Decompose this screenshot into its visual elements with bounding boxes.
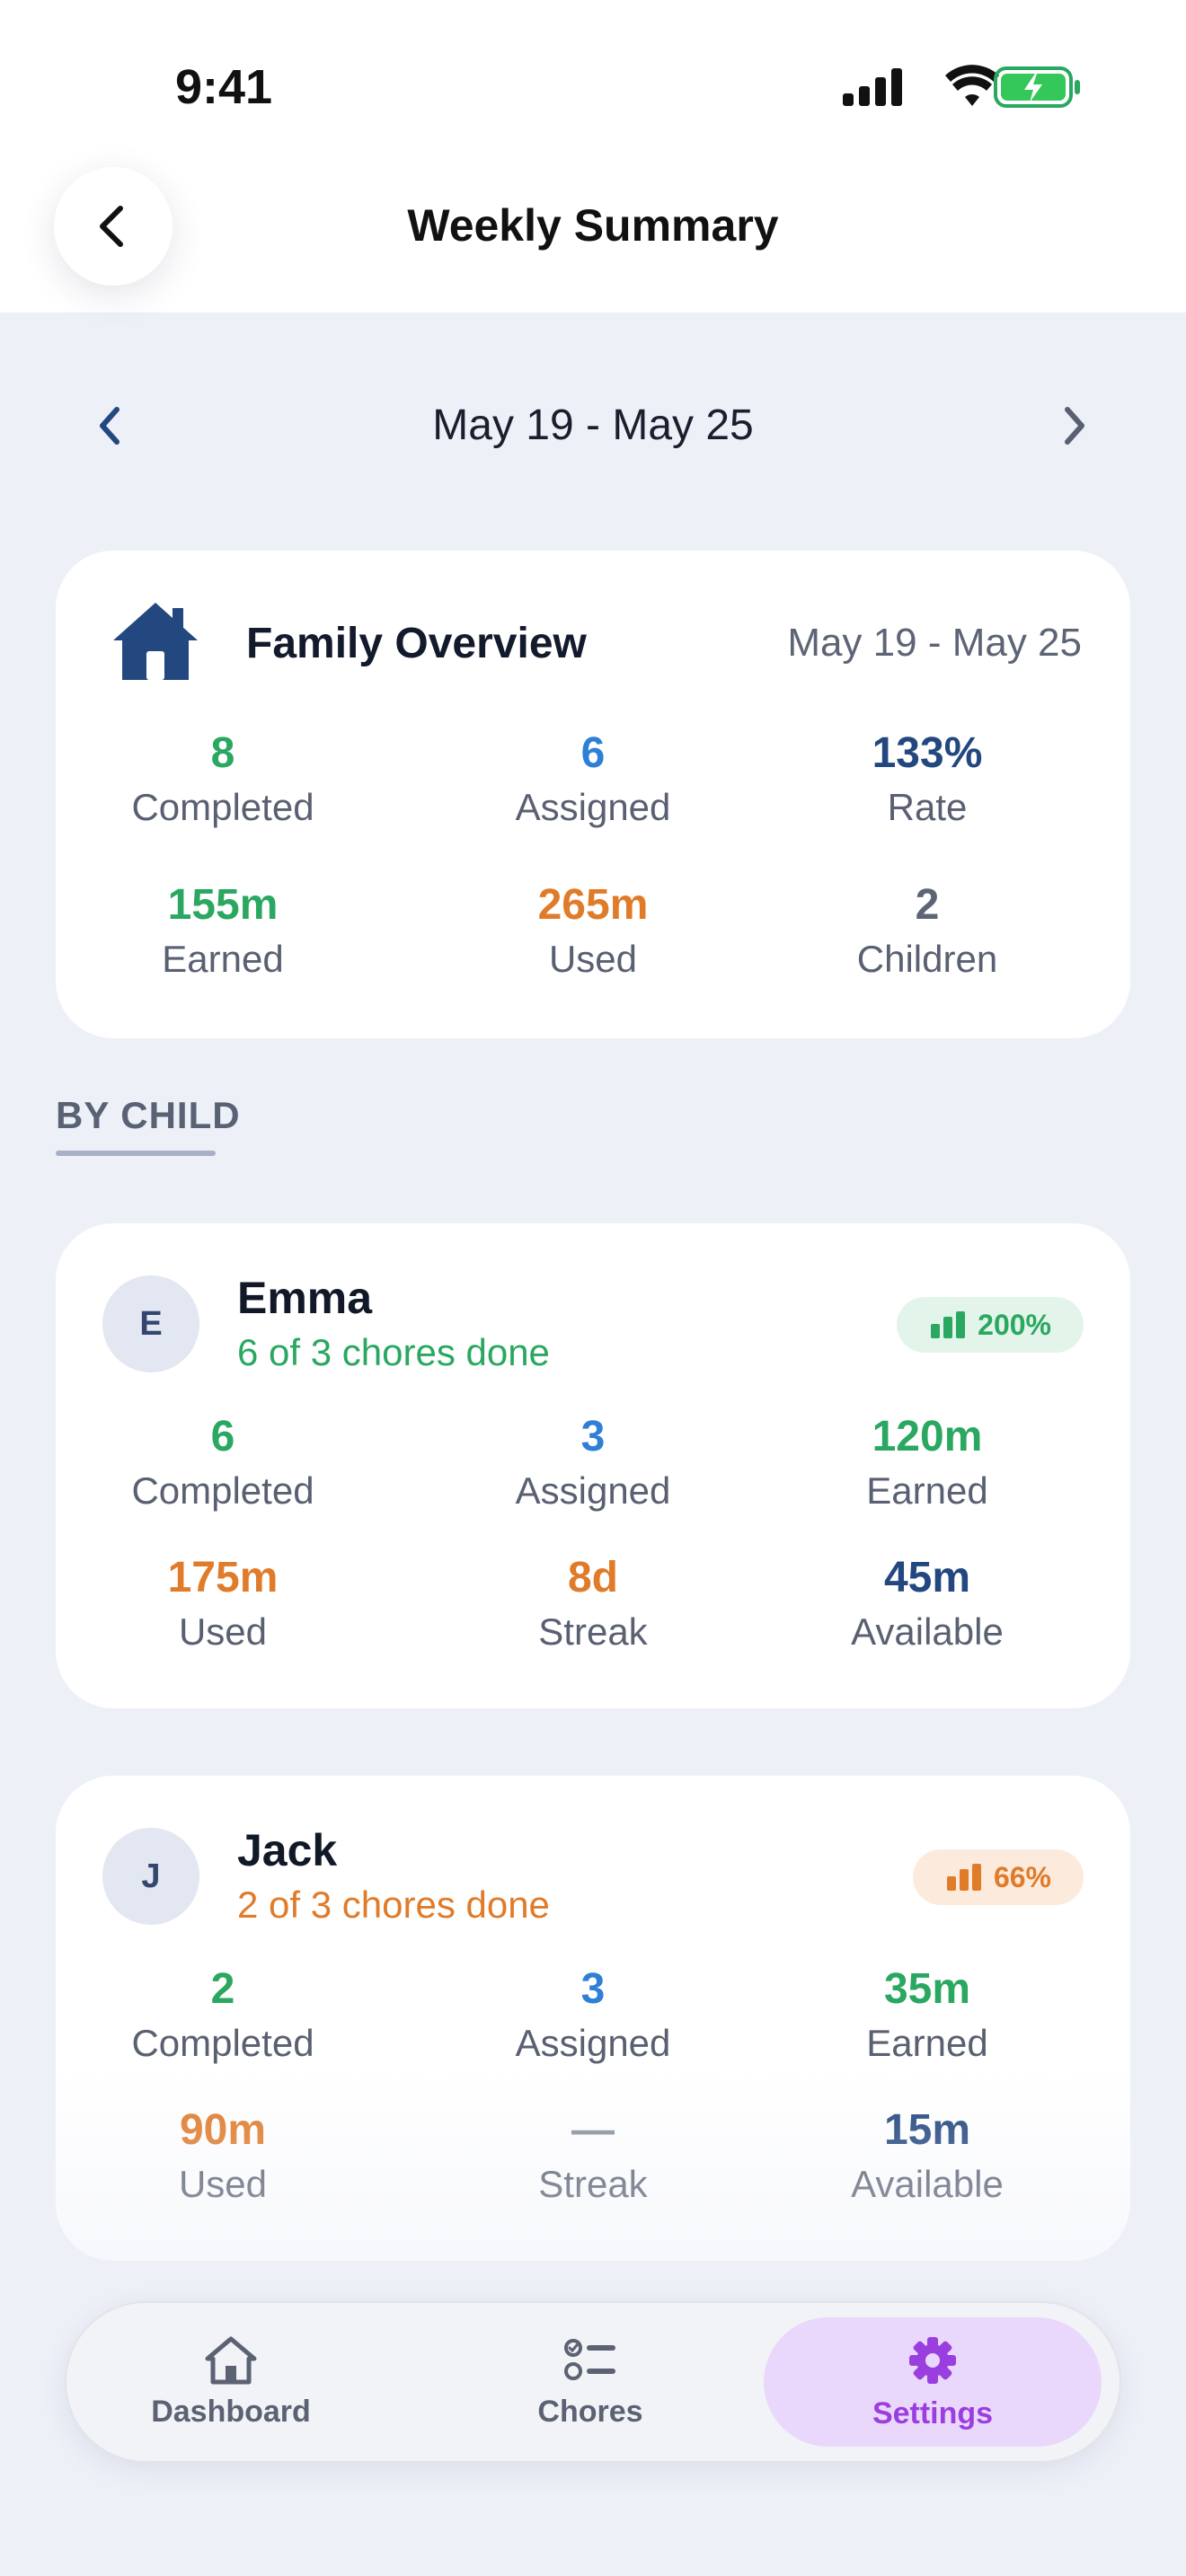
completion-badge: 200% — [897, 1297, 1084, 1353]
top-bar: 9:41 Weekly Summary — [0, 0, 1186, 313]
stat-label: Available — [851, 1610, 1004, 1653]
tab-dashboard[interactable]: Dashboard — [92, 2317, 370, 2447]
stat-children: 2 Children — [760, 878, 1094, 986]
completion-badge: 66% — [912, 1849, 1084, 1905]
family-overview-card: Family Overview May 19 - May 25 8 Comple… — [56, 551, 1130, 1038]
stat-label: Used — [178, 1610, 268, 1653]
gear-icon — [909, 2336, 956, 2384]
stat-assigned: 3 Assigned — [426, 1963, 760, 2070]
stat-earned: 35m Earned — [760, 1963, 1094, 2070]
stat-streak: 8d Streak — [426, 1551, 760, 1659]
stat-assigned: 6 Assigned — [426, 727, 760, 834]
stat-value: 35m — [883, 1965, 971, 2013]
status-icons — [843, 65, 1080, 108]
overview-date-range: May 19 - May 25 — [787, 621, 1082, 665]
week-range-label: May 19 - May 25 — [432, 401, 754, 449]
stat-available: 45m Available — [760, 1551, 1094, 1659]
battery-icon — [994, 66, 1080, 108]
overview-title: Family Overview — [246, 620, 587, 667]
bar-chart-icon — [946, 1864, 981, 1891]
stat-value: 120m — [872, 1413, 983, 1460]
avatar: J — [102, 1828, 199, 1925]
next-week-button[interactable] — [1048, 399, 1102, 453]
stat-value: 8 — [210, 729, 235, 777]
stat-label: Completed — [131, 1469, 314, 1512]
child-name: Emma — [237, 1273, 373, 1323]
stat-value: 2 — [915, 881, 940, 929]
stat-label: Rate — [887, 786, 968, 828]
stat-used: 90m Used — [56, 2104, 390, 2211]
status-time: 9:41 — [175, 60, 273, 114]
stat-label: Streak — [538, 2163, 648, 2205]
stat-value: 8d — [567, 1554, 618, 1601]
section-underline — [56, 1151, 216, 1156]
stat-value: 175m — [167, 1554, 279, 1601]
stat-rate: 133% Rate — [760, 727, 1094, 834]
stat-value: 3 — [580, 1965, 606, 2013]
stat-label: Used — [548, 938, 638, 980]
stat-value: 6 — [580, 729, 606, 777]
tab-label: Chores — [537, 2394, 643, 2429]
stat-earned: 120m Earned — [760, 1410, 1094, 1518]
stat-label: Used — [178, 2163, 268, 2205]
badge-value: 66% — [993, 1860, 1051, 1893]
stat-label: Streak — [538, 1610, 648, 1653]
stat-value: 133% — [872, 729, 983, 777]
stat-value: 90m — [179, 2106, 267, 2154]
stat-label: Completed — [131, 2022, 314, 2064]
stat-label: Earned — [866, 2022, 988, 2064]
chores-summary: 6 of 3 chores done — [237, 1331, 550, 1373]
stat-earned: 155m Earned — [56, 878, 390, 986]
stat-label: Assigned — [515, 2022, 671, 2064]
stat-value: 265m — [537, 881, 649, 929]
stat-completed: 6 Completed — [56, 1410, 390, 1518]
stat-label: Assigned — [515, 786, 671, 828]
stat-label: Completed — [131, 786, 314, 828]
checklist-icon — [564, 2338, 615, 2380]
stat-value: 6 — [210, 1413, 235, 1460]
stat-used: 175m Used — [56, 1551, 390, 1659]
child-name: Jack — [237, 1825, 338, 1875]
section-title-by-child: BY CHILD — [56, 1094, 241, 1136]
stat-value: 155m — [167, 881, 279, 929]
chores-summary: 2 of 3 chores done — [237, 1883, 550, 1926]
page-title: Weekly Summary — [407, 200, 779, 251]
bar-chart-icon — [931, 1311, 966, 1338]
stat-label: Earned — [162, 938, 284, 980]
stat-value: 15m — [883, 2106, 971, 2154]
avatar: E — [102, 1275, 199, 1372]
stat-value: 3 — [580, 1413, 606, 1460]
back-button[interactable] — [54, 167, 173, 286]
previous-week-button[interactable] — [83, 399, 137, 453]
child-card-jack[interactable]: J Jack 2 of 3 chores done 66% 2 Complete… — [56, 1776, 1130, 2261]
stat-completed: 8 Completed — [56, 727, 390, 834]
signal-icon — [843, 68, 902, 106]
tab-label: Settings — [872, 2395, 994, 2430]
chevron-left-icon — [100, 206, 123, 247]
house-icon — [205, 2336, 257, 2384]
stat-completed: 2 Completed — [56, 1963, 390, 2070]
chevron-left-icon — [100, 407, 119, 445]
stat-assigned: 3 Assigned — [426, 1410, 760, 1518]
wifi-icon — [945, 65, 999, 106]
tab-chores[interactable]: Chores — [451, 2317, 730, 2447]
stat-value: — — [571, 2106, 615, 2154]
stat-used: 265m Used — [426, 878, 760, 986]
chevron-right-icon — [1065, 407, 1084, 445]
house-icon — [113, 603, 198, 680]
badge-value: 200% — [978, 1308, 1051, 1341]
tab-settings[interactable]: Settings — [764, 2317, 1102, 2447]
stat-label: Assigned — [515, 1469, 671, 1512]
stat-value: 2 — [210, 1965, 235, 2013]
stat-label: Earned — [866, 1469, 988, 1512]
stat-label: Available — [851, 2163, 1004, 2205]
child-card-emma[interactable]: E Emma 6 of 3 chores done 200% 6 Complet… — [56, 1223, 1130, 1708]
stat-label: Children — [856, 938, 998, 980]
tab-bar: Dashboard Chores Settin — [65, 2301, 1121, 2463]
stat-streak: — Streak — [426, 2104, 760, 2211]
week-selector: May 19 - May 25 — [0, 386, 1186, 467]
tab-label: Dashboard — [151, 2394, 311, 2429]
stat-available: 15m Available — [760, 2104, 1094, 2211]
stat-value: 45m — [883, 1554, 971, 1601]
